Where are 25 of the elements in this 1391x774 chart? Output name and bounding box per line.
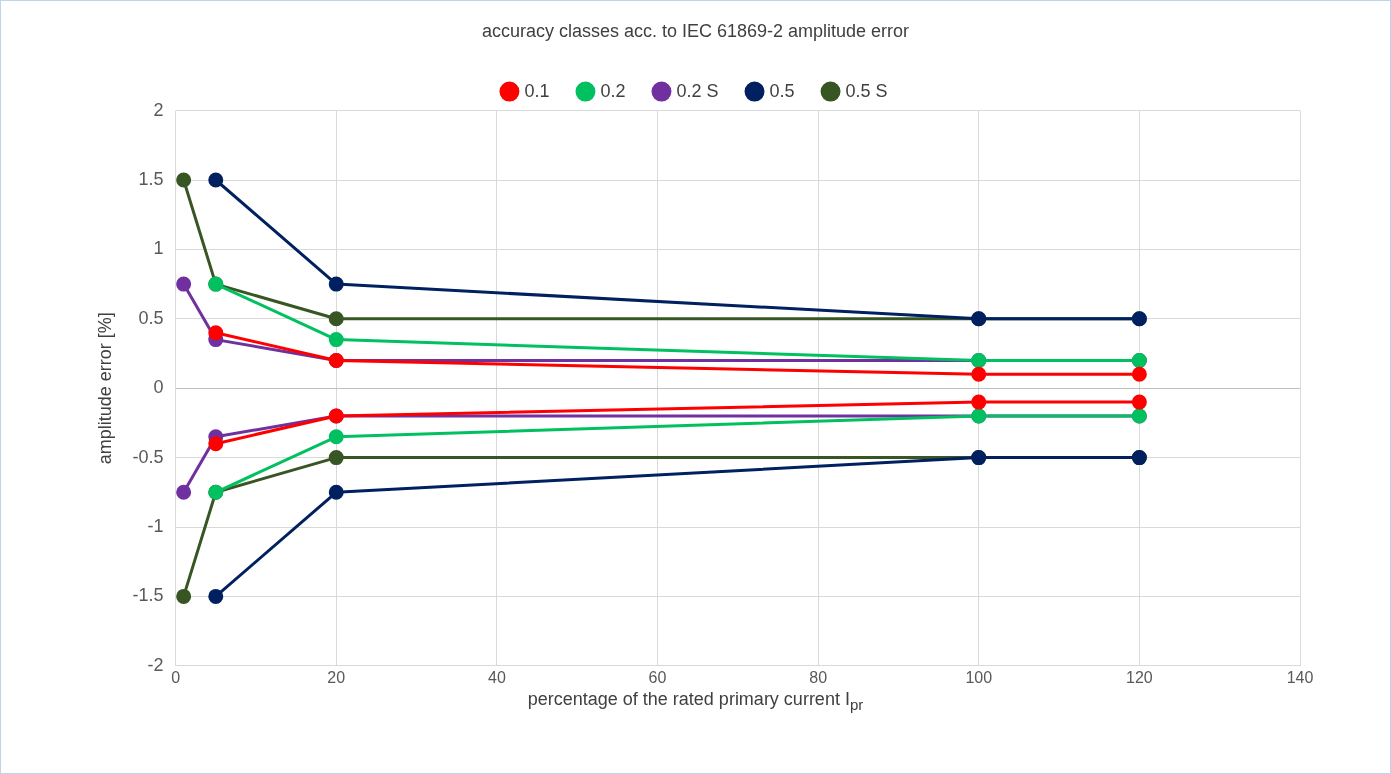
y-tick-label: 1.5 [138,168,164,189]
x-tick-label: 100 [965,668,993,686]
legend-label: 0.2 [600,80,626,101]
y-tick-label: 0 [153,377,164,398]
legend-label: 0.5 [769,80,795,101]
x-tick-label: 40 [487,668,506,686]
x-tick-label: 60 [648,668,667,686]
x-tick-label: 0 [171,668,181,686]
chart-title: accuracy classes acc. to IEC 61869-2 amplitude error [481,20,910,41]
x-tick-label: 140 [1286,668,1314,686]
y-tick-label: -0.5 [132,446,164,467]
y-tick-label: -1.5 [132,585,164,606]
legend-label: 0.1 [524,80,550,101]
y-tick-label: -1 [147,515,164,536]
legend-label: 0.5 S [845,80,888,101]
y-axis-title: amplitude error [%] [94,312,115,465]
legend-label: 0.2 S [676,80,719,101]
y-tick-label: 2 [153,99,164,120]
x-tick-label: 20 [327,668,346,686]
y-tick-label: 1 [153,238,164,259]
y-tick-label: 0.5 [138,307,164,328]
x-axis-title: percentage of the rated primary current I$_{pr}$ [526,689,865,713]
x-tick-label: 80 [809,668,828,686]
y-tick-label: -2 [147,654,164,675]
x-tick-label: 120 [1126,668,1153,686]
